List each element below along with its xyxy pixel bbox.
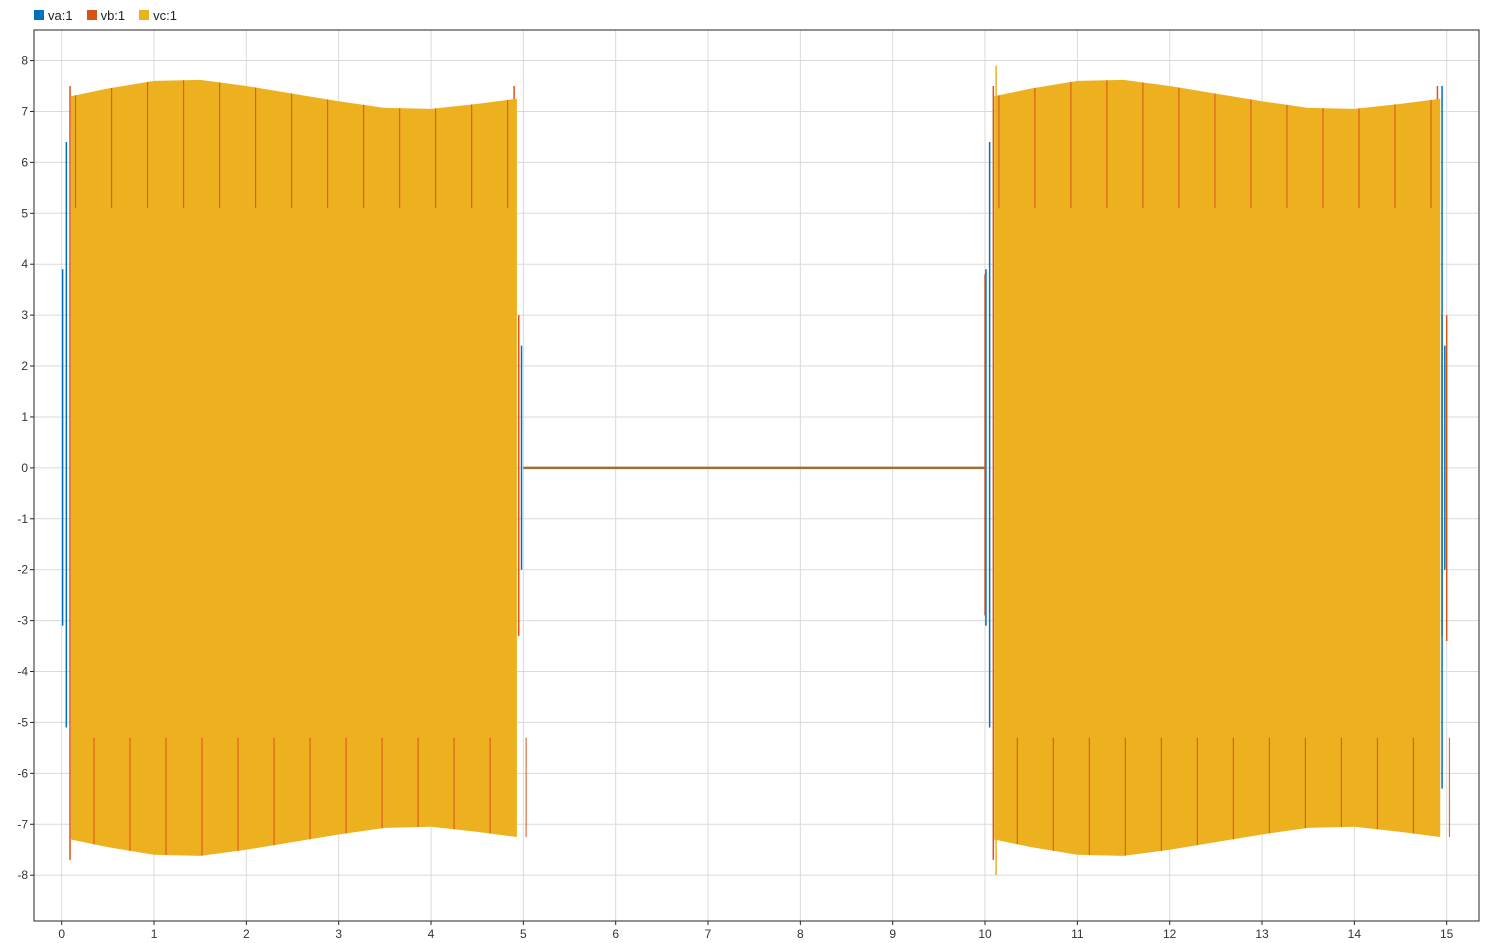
x-tick-label: 6 [612, 927, 619, 941]
y-tick-label: -1 [17, 512, 28, 526]
y-tick-label: 8 [21, 54, 28, 68]
x-tick-label: 9 [889, 927, 896, 941]
y-tick-label: 0 [21, 461, 28, 475]
y-tick-label: -3 [17, 614, 28, 628]
y-tick-label: 3 [21, 308, 28, 322]
x-tick-label: 7 [705, 927, 712, 941]
x-tick-label: 14 [1348, 927, 1362, 941]
x-tick-label: 13 [1255, 927, 1269, 941]
x-tick-label: 10 [978, 927, 992, 941]
x-tick-label: 4 [428, 927, 435, 941]
y-tick-label: -8 [17, 868, 28, 882]
x-tick-label: 5 [520, 927, 527, 941]
y-tick-label: -5 [17, 715, 28, 729]
legend: va:1 vb:1 vc:1 [34, 6, 177, 24]
legend-swatch-vc [139, 10, 150, 20]
y-tick-label: 6 [21, 155, 28, 169]
y-tick-label: 7 [21, 104, 28, 118]
x-tick-label: 2 [243, 927, 250, 941]
legend-item-vc[interactable]: vc:1 [139, 8, 177, 23]
legend-label-va: va:1 [48, 7, 73, 23]
plot-area [61, 65, 1451, 876]
x-tick-label: 0 [58, 927, 65, 941]
series-vc-fill [70, 79, 517, 856]
legend-swatch-vb [86, 10, 97, 20]
x-tick-label: 1 [151, 927, 158, 941]
y-tick-label: 5 [21, 206, 28, 220]
x-tick-label: 15 [1440, 927, 1454, 941]
series-vc-fill [994, 79, 1441, 856]
x-tick-label: 11 [1071, 927, 1084, 941]
y-tick-label: 2 [21, 359, 28, 373]
y-tick-label: -2 [17, 563, 28, 577]
x-tick-label: 3 [335, 927, 342, 941]
legend-item-va[interactable]: va:1 [34, 8, 73, 23]
y-tick-label: 1 [21, 410, 28, 424]
y-tick-label: -7 [17, 817, 28, 831]
x-tick-label: 8 [797, 927, 804, 941]
legend-swatch-va [34, 10, 44, 20]
legend-label-vb: vb:1 [100, 7, 126, 23]
y-tick-label: 4 [21, 257, 28, 271]
legend-label-vc: vc:1 [153, 7, 177, 23]
legend-item-vb[interactable]: vb:1 [86, 7, 126, 23]
x-tick-label: 12 [1163, 927, 1177, 941]
y-tick-label: -6 [17, 766, 28, 780]
active-segment [61, 79, 527, 860]
y-tick-label: -4 [17, 665, 28, 679]
plot-frame [33, 29, 1480, 922]
active-segment [985, 79, 1451, 860]
